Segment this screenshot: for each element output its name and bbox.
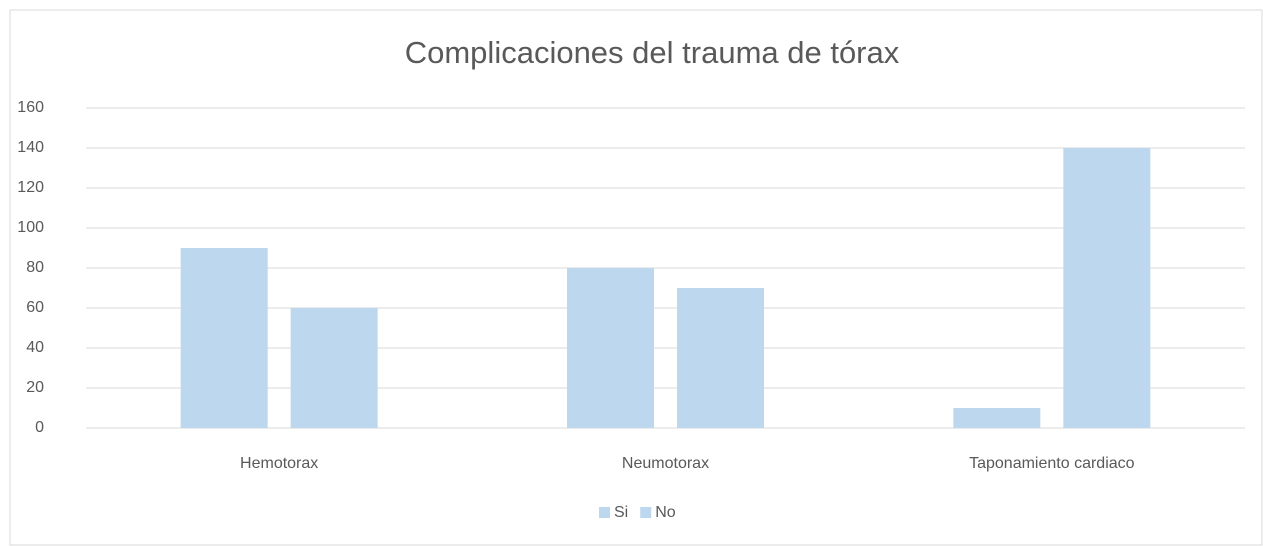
bar	[180, 248, 268, 428]
y-tick-label: 140	[17, 139, 44, 156]
legend-label: Si	[614, 504, 628, 521]
y-tick-label: 100	[17, 219, 44, 236]
chart-title: Complicaciones del trauma de tórax	[405, 35, 900, 70]
x-tick-label: Taponamiento cardiaco	[969, 455, 1135, 472]
bar	[953, 408, 1041, 428]
y-tick-label: 20	[26, 379, 44, 396]
legend-label: No	[655, 504, 676, 521]
y-tick-label: 160	[17, 99, 44, 116]
bar	[290, 308, 378, 428]
x-tick-label: Hemotorax	[240, 455, 318, 472]
bar	[1063, 148, 1151, 428]
y-tick-label: 40	[26, 339, 44, 356]
bar	[567, 268, 654, 428]
legend-swatch	[640, 507, 652, 518]
legend-swatch	[599, 507, 610, 518]
x-tick-label: Neumotorax	[622, 455, 709, 472]
y-tick-label: 60	[26, 299, 44, 316]
y-tick-label: 120	[17, 179, 44, 196]
y-tick-label: 0	[35, 419, 44, 436]
y-tick-label: 80	[26, 259, 44, 276]
bar	[677, 288, 764, 428]
